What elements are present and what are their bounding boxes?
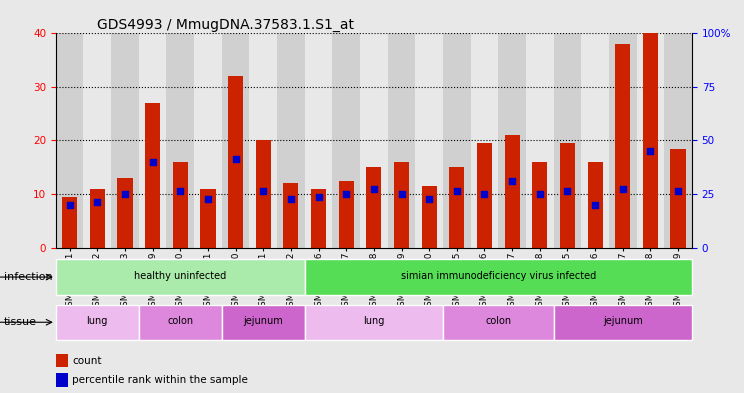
Point xyxy=(312,194,324,200)
Point xyxy=(202,196,214,202)
Bar xyxy=(471,33,498,248)
Bar xyxy=(449,167,464,248)
Bar xyxy=(111,33,139,248)
Point xyxy=(644,148,656,154)
Bar xyxy=(311,189,326,248)
Bar xyxy=(56,305,139,340)
Bar xyxy=(333,33,360,248)
Bar xyxy=(504,135,520,248)
Bar xyxy=(526,33,554,248)
Bar xyxy=(90,189,105,248)
Bar xyxy=(249,33,277,248)
Bar xyxy=(532,162,548,248)
Bar xyxy=(394,162,409,248)
Bar xyxy=(256,140,271,248)
Point xyxy=(174,188,186,195)
Bar xyxy=(228,76,243,248)
Bar xyxy=(305,259,692,295)
Bar xyxy=(222,33,249,248)
Point xyxy=(423,196,435,202)
Bar xyxy=(498,33,526,248)
Text: GDS4993 / MmugDNA.37583.1.S1_at: GDS4993 / MmugDNA.37583.1.S1_at xyxy=(97,18,353,32)
Point xyxy=(257,188,269,195)
Bar xyxy=(643,33,658,248)
Text: jejunum: jejunum xyxy=(243,316,283,327)
Bar xyxy=(145,103,160,248)
Bar xyxy=(118,178,132,248)
Point xyxy=(451,188,463,195)
Text: infection: infection xyxy=(4,272,52,282)
Point xyxy=(506,178,518,184)
Bar xyxy=(615,44,630,248)
Bar xyxy=(554,33,581,248)
Point xyxy=(562,188,574,195)
Bar xyxy=(277,33,305,248)
Bar xyxy=(366,167,382,248)
Bar xyxy=(637,33,664,248)
Bar xyxy=(62,197,77,248)
Point xyxy=(92,199,103,205)
Bar xyxy=(194,33,222,248)
Bar xyxy=(305,33,333,248)
Bar xyxy=(56,259,305,295)
Text: percentile rank within the sample: percentile rank within the sample xyxy=(72,375,248,386)
Text: jejunum: jejunum xyxy=(603,316,643,327)
Bar xyxy=(554,305,692,340)
Bar xyxy=(139,33,167,248)
Point xyxy=(64,202,76,208)
Bar xyxy=(609,33,637,248)
Point xyxy=(230,156,242,162)
Bar xyxy=(56,354,68,367)
Point xyxy=(617,185,629,192)
Bar xyxy=(56,33,83,248)
Point xyxy=(340,191,352,197)
Bar xyxy=(670,149,686,248)
Text: lung: lung xyxy=(86,316,108,327)
Bar xyxy=(173,162,188,248)
Bar xyxy=(305,305,443,340)
Text: count: count xyxy=(72,356,102,366)
Text: lung: lung xyxy=(363,316,385,327)
Bar xyxy=(56,373,68,387)
Bar xyxy=(139,305,222,340)
Text: simian immunodeficiency virus infected: simian immunodeficiency virus infected xyxy=(401,271,596,281)
Bar xyxy=(422,186,437,248)
Point xyxy=(285,196,297,202)
Bar xyxy=(388,33,415,248)
Bar xyxy=(415,33,443,248)
Point xyxy=(534,191,546,197)
Bar xyxy=(581,33,609,248)
Bar xyxy=(222,305,305,340)
Bar xyxy=(339,181,354,248)
Bar xyxy=(664,33,692,248)
Bar xyxy=(360,33,388,248)
Text: healthy uninfected: healthy uninfected xyxy=(134,271,226,281)
Bar xyxy=(443,305,554,340)
Bar xyxy=(283,183,298,248)
Bar xyxy=(83,33,111,248)
Point xyxy=(147,159,158,165)
Bar xyxy=(477,143,492,248)
Bar xyxy=(443,33,471,248)
Point xyxy=(119,191,131,197)
Bar xyxy=(588,162,603,248)
Bar xyxy=(200,189,216,248)
Point xyxy=(478,191,490,197)
Text: colon: colon xyxy=(485,316,511,327)
Bar xyxy=(559,143,575,248)
Point xyxy=(396,191,408,197)
Bar xyxy=(167,33,194,248)
Text: tissue: tissue xyxy=(4,317,36,327)
Point xyxy=(368,185,380,192)
Point xyxy=(672,188,684,195)
Text: colon: colon xyxy=(167,316,193,327)
Point xyxy=(589,202,601,208)
